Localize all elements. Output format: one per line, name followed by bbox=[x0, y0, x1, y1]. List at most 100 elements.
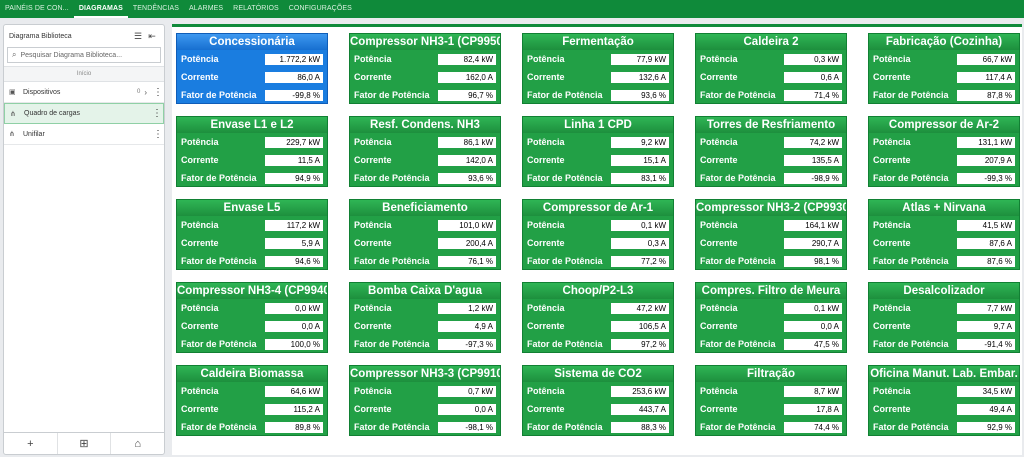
tab-configuracoes[interactable]: CONFIGURAÇÕES bbox=[288, 5, 352, 12]
load-panel[interactable]: Filtração Potência 8,7 kW Corrente 17,8 A Fat… bbox=[695, 365, 847, 436]
load-panel[interactable]: Linha 1 CPD Potência 9,2 kW Corrente 15,1 A F… bbox=[522, 116, 674, 187]
measurement-row: Corrente 5,9 A bbox=[177, 234, 327, 252]
tab-diagramas[interactable]: DIAGRAMAS bbox=[73, 0, 128, 18]
load-panel[interactable]: Compressor NH3-1 (CP9950) Potência 82,4 kW… bbox=[349, 33, 501, 104]
home-icon[interactable]: ⌂ bbox=[134, 437, 141, 450]
panel-title: Compressor NH3-3 (CP9910) bbox=[350, 366, 500, 382]
panel-title: Sistema de CO2 bbox=[523, 366, 673, 382]
panel-title: Oficina Manut. Lab. Embar. bbox=[869, 366, 1019, 382]
measurement-label: Corrente bbox=[181, 404, 219, 414]
measurement-value: 64,6 kW bbox=[265, 385, 323, 397]
load-panel[interactable]: Fermentação Potência 77,9 kW Corrente 132,6 … bbox=[522, 33, 674, 104]
add-icon[interactable]: + bbox=[4, 433, 58, 454]
measurement-label: Corrente bbox=[700, 238, 738, 248]
measurement-value: 66,7 kW bbox=[957, 53, 1015, 65]
measurement-label: Fator de Potência bbox=[527, 339, 603, 349]
load-panel[interactable]: Torres de Resfriamento Potência 74,2 kW Cor… bbox=[695, 116, 847, 187]
measurement-value: -98,9 % bbox=[784, 172, 842, 184]
measurement-label: Corrente bbox=[527, 404, 565, 414]
measurement-row: Fator de Potência 87,8 % bbox=[869, 86, 1019, 104]
sidebar-item-label: Dispositivos bbox=[23, 88, 61, 96]
device-icon: ▣ bbox=[9, 89, 16, 96]
measurement-label: Potência bbox=[700, 386, 738, 396]
measurement-value: -98,1 % bbox=[438, 421, 496, 433]
tab-alarmes[interactable]: ALARMES bbox=[189, 5, 224, 12]
load-panel[interactable]: Sistema de CO2 Potência 253,6 kW Corrente 44… bbox=[522, 365, 674, 436]
diagram-canvas: Concessionária Potência 1.772,2 kW Corrente… bbox=[172, 24, 1022, 455]
measurement-row: Fator de Potência 92,9 % bbox=[869, 418, 1019, 436]
measurement-label: Fator de Potência bbox=[527, 422, 603, 432]
measurement-row: Corrente 106,5 A bbox=[523, 317, 673, 335]
load-panel[interactable]: Compressor de Ar-2 Potência 131,1 kW Corren… bbox=[868, 116, 1020, 187]
load-panel[interactable]: Choop/P2-L3 Potência 47,2 kW Corrente 106,5 … bbox=[522, 282, 674, 353]
measurement-value: -91,4 % bbox=[957, 338, 1015, 350]
sidebar-item-dispositivos[interactable]: ▣ Dispositivos 0 › ⋮ bbox=[4, 82, 164, 103]
measurement-row: Fator de Potência 93,6 % bbox=[350, 169, 500, 187]
tab-tendencias[interactable]: TENDÊNCIAS bbox=[132, 5, 180, 12]
load-panel[interactable]: Compressor NH3-4 (CP9940) Potência 0,0 kW C… bbox=[176, 282, 328, 353]
measurement-row: Potência 0,3 kW bbox=[696, 50, 846, 68]
load-panel[interactable]: Compressor NH3-2 (CP9930) Potência 164,1 k… bbox=[695, 199, 847, 270]
load-panel[interactable]: Concessionária Potência 1.772,2 kW Corrente… bbox=[176, 33, 328, 104]
load-panel[interactable]: Compressor NH3-3 (CP9910) Potência 0,7 kW C… bbox=[349, 365, 501, 436]
panel-title: Envase L5 bbox=[177, 200, 327, 216]
measurement-value: -97,3 % bbox=[438, 338, 496, 350]
measurement-value: 117,4 A bbox=[957, 71, 1015, 83]
measurement-row: Potência 1,2 kW bbox=[350, 299, 500, 317]
measurement-row: Corrente 4,9 A bbox=[350, 317, 500, 335]
measurement-value: 98,1 % bbox=[784, 255, 842, 267]
panel-title: Beneficiamento bbox=[350, 200, 500, 216]
measurement-value: 229,7 kW bbox=[265, 136, 323, 148]
measurement-row: Corrente 15,1 A bbox=[523, 151, 673, 169]
measurement-label: Corrente bbox=[527, 72, 565, 82]
sidebar-item-label: Unifilar bbox=[23, 130, 45, 138]
measurement-label: Potência bbox=[700, 303, 738, 313]
measurement-row: Corrente 162,0 A bbox=[350, 68, 500, 86]
load-panel[interactable]: Desalcolizador Potência 7,7 kW Corrente 9,7 … bbox=[868, 282, 1020, 353]
measurement-value: 0,0 A bbox=[265, 320, 323, 332]
tab-paineis[interactable]: PAINÉIS DE CON... bbox=[5, 5, 69, 12]
menu-icon[interactable]: ☰ bbox=[133, 30, 143, 41]
load-panel[interactable]: Beneficiamento Potência 101,0 kW Corrente 20… bbox=[349, 199, 501, 270]
more-options-icon[interactable]: ⋮ bbox=[153, 128, 163, 140]
tab-relatorios[interactable]: RELATÓRIOS bbox=[233, 5, 279, 12]
chevron-right-icon[interactable]: › bbox=[144, 87, 147, 97]
measurement-value: 82,4 kW bbox=[438, 53, 496, 65]
sidebar-item-unifilar[interactable]: ⋔ Unifilar ⋮ bbox=[4, 124, 164, 145]
load-panel[interactable]: Bomba Caixa D'agua Potência 1,2 kW Corrente… bbox=[349, 282, 501, 353]
load-panel[interactable]: Compressor de Ar-1 Potência 0,1 kW Corrente… bbox=[522, 199, 674, 270]
measurement-row: Fator de Potência 96,7 % bbox=[350, 86, 500, 104]
load-panel[interactable]: Oficina Manut. Lab. Embar. Potência 34,5 k… bbox=[868, 365, 1020, 436]
measurement-row: Potência 77,9 kW bbox=[523, 50, 673, 68]
measurement-value: 93,6 % bbox=[611, 89, 669, 101]
load-panel[interactable]: Envase L1 e L2 Potência 229,7 kW Corrente 11… bbox=[176, 116, 328, 187]
measurement-label: Potência bbox=[527, 137, 565, 147]
measurement-row: Corrente 443,7 A bbox=[523, 400, 673, 418]
load-panel[interactable]: Caldeira 2 Potência 0,3 kW Corrente 0,6 A Fat… bbox=[695, 33, 847, 104]
collapse-icon[interactable]: ⇤ bbox=[148, 30, 156, 41]
load-panel[interactable]: Compres. Filtro de Meura Potência 0,1 kW Co… bbox=[695, 282, 847, 353]
measurement-row: Potência 8,7 kW bbox=[696, 382, 846, 400]
measurement-row: Corrente 117,4 A bbox=[869, 68, 1019, 86]
measurement-label: Potência bbox=[354, 386, 392, 396]
load-panel[interactable]: Fabricação (Cozinha) Potência 66,7 kW Corre… bbox=[868, 33, 1020, 104]
sidebar-item-quadro-de-cargas[interactable]: ⋔ Quadro de cargas ⋮ bbox=[4, 103, 164, 124]
measurement-row: Potência 229,7 kW bbox=[177, 133, 327, 151]
load-panel[interactable]: Caldeira Biomassa Potência 64,6 kW Corrente… bbox=[176, 365, 328, 436]
load-panel[interactable]: Resf. Condens. NH3 Potência 86,1 kW Corrent… bbox=[349, 116, 501, 187]
load-panel[interactable]: Atlas + Nirvana Potência 41,5 kW Corrente 87… bbox=[868, 199, 1020, 270]
more-options-icon[interactable]: ⋮ bbox=[152, 108, 162, 119]
measurement-value: 101,0 kW bbox=[438, 219, 496, 231]
measurement-label: Potência bbox=[181, 303, 219, 313]
measurement-row: Fator de Potência 94,6 % bbox=[177, 252, 327, 270]
measurement-row: Potência 0,1 kW bbox=[523, 216, 673, 234]
load-panel[interactable]: Envase L5 Potência 117,2 kW Corrente 5,9 A Fa… bbox=[176, 199, 328, 270]
measurement-label: Potência bbox=[181, 54, 219, 64]
panel-title: Fermentação bbox=[523, 34, 673, 50]
measurement-label: Potência bbox=[873, 220, 911, 230]
measurement-label: Fator de Potência bbox=[354, 256, 430, 266]
search-input[interactable]: ⌕ Pesquisar Diagrama Biblioteca... bbox=[7, 47, 161, 63]
add-folder-icon[interactable]: ⊞ bbox=[58, 433, 112, 454]
more-options-icon[interactable]: ⋮ bbox=[153, 86, 163, 98]
panel-title: Compressor de Ar-1 bbox=[523, 200, 673, 216]
